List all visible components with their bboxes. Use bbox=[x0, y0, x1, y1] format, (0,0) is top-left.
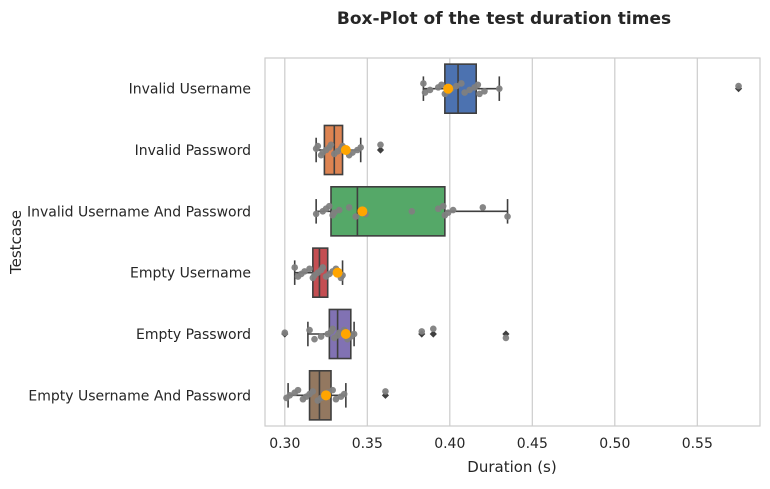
data-point bbox=[350, 330, 358, 338]
data-point bbox=[345, 204, 353, 211]
data-point bbox=[439, 202, 447, 210]
data-point bbox=[309, 388, 317, 395]
data-point bbox=[408, 208, 416, 215]
data-point bbox=[377, 141, 384, 149]
x-tick-label: 0.45 bbox=[517, 436, 548, 452]
data-point bbox=[461, 89, 468, 96]
grid-lines bbox=[284, 58, 698, 426]
x-axis-label: Duration (s) bbox=[467, 458, 556, 476]
plot-frame bbox=[264, 57, 761, 427]
data-point bbox=[438, 81, 445, 89]
data-point bbox=[319, 264, 327, 271]
data-point bbox=[458, 80, 465, 87]
x-tick-label: 0.40 bbox=[434, 436, 465, 452]
data-point bbox=[382, 388, 389, 395]
data-point bbox=[294, 386, 302, 394]
data-point bbox=[481, 87, 488, 95]
data-point bbox=[434, 205, 442, 213]
y-tick-label: Invalid Password bbox=[135, 143, 251, 159]
data-point bbox=[502, 334, 510, 342]
data-point bbox=[352, 213, 360, 220]
mean-marker bbox=[357, 206, 368, 217]
box-iqr bbox=[330, 186, 446, 237]
x-tick-label: 0.55 bbox=[682, 436, 713, 452]
y-axis-label: Testcase bbox=[7, 210, 25, 275]
data-point bbox=[291, 264, 299, 271]
data-point bbox=[326, 202, 333, 210]
mean-marker bbox=[340, 145, 351, 155]
chart-title: Box-Plot of the test duration times bbox=[337, 9, 671, 29]
y-tick-label: Empty Username bbox=[130, 266, 251, 282]
mean-marker bbox=[332, 267, 343, 278]
data-point bbox=[418, 328, 426, 335]
x-tick-label: 0.30 bbox=[269, 436, 300, 452]
y-tick-label: Invalid Username bbox=[129, 82, 251, 98]
data-point bbox=[335, 206, 343, 214]
data-point bbox=[327, 141, 335, 149]
data-point bbox=[306, 265, 313, 273]
data-point bbox=[329, 386, 336, 394]
x-tick-label: 0.35 bbox=[352, 436, 383, 452]
data-point bbox=[479, 204, 487, 211]
data-point bbox=[349, 149, 356, 156]
data-point bbox=[311, 335, 318, 343]
x-tick-label: 0.50 bbox=[599, 436, 630, 452]
data-point bbox=[453, 82, 460, 90]
data-point bbox=[306, 326, 313, 334]
data-point bbox=[421, 89, 429, 96]
mean-marker bbox=[340, 329, 351, 339]
data-point bbox=[476, 90, 483, 98]
data-point bbox=[281, 329, 289, 337]
data-point bbox=[317, 333, 325, 340]
data-point bbox=[340, 390, 348, 398]
data-point bbox=[420, 80, 427, 87]
data-point bbox=[449, 206, 457, 214]
y-tick-labels: Invalid Username Invalid Password Invalid … bbox=[27, 82, 251, 405]
data-point bbox=[430, 325, 437, 333]
data-point bbox=[426, 86, 434, 94]
outlier-marker bbox=[376, 146, 385, 154]
mean-marker bbox=[443, 83, 454, 94]
data-point bbox=[301, 268, 308, 275]
data-point bbox=[444, 209, 452, 216]
data-points bbox=[281, 80, 742, 404]
data-point bbox=[332, 395, 340, 403]
mean-marker bbox=[321, 390, 332, 401]
boxes bbox=[281, 63, 743, 421]
data-point bbox=[466, 86, 473, 94]
data-point bbox=[474, 81, 482, 89]
y-tick-label: Empty Username And Password bbox=[28, 388, 251, 404]
outlier-marker bbox=[381, 391, 390, 399]
data-point bbox=[286, 392, 294, 399]
data-point bbox=[331, 209, 338, 216]
y-tick-label: Invalid Username And Password bbox=[27, 204, 251, 220]
data-point bbox=[314, 142, 322, 150]
outlier-marker bbox=[429, 330, 437, 338]
data-point bbox=[357, 144, 365, 151]
data-point bbox=[312, 210, 320, 218]
data-point bbox=[504, 213, 511, 220]
x-tick-labels: 0.30 0.35 0.40 0.45 0.50 0.55 bbox=[269, 436, 713, 452]
data-point bbox=[329, 325, 336, 333]
data-point bbox=[735, 82, 742, 90]
y-tick-label: Empty Password bbox=[136, 327, 251, 343]
data-point bbox=[496, 85, 503, 92]
